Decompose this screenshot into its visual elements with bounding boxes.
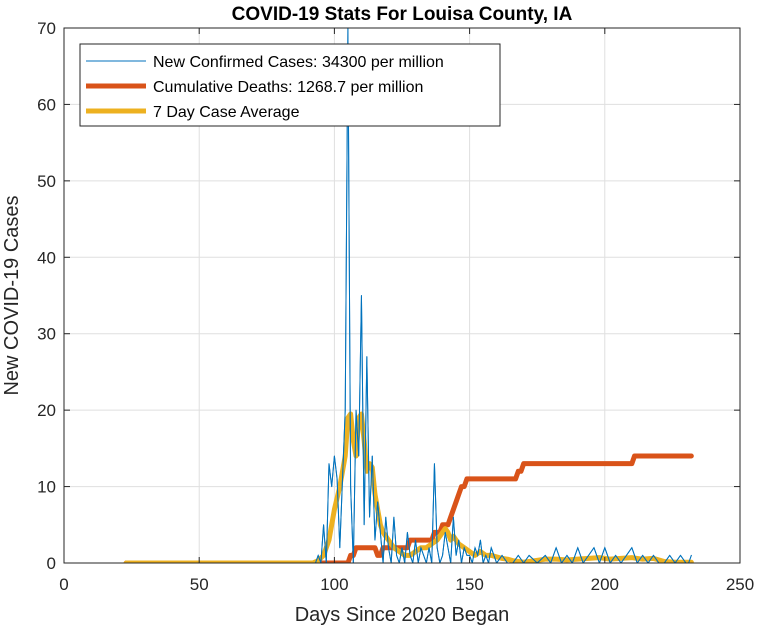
x-tick-label: 0 bbox=[59, 575, 68, 594]
legend-entry-1: Cumulative Deaths: 1268.7 per million bbox=[153, 79, 423, 96]
y-axis-label: New COVID-19 Cases bbox=[1, 195, 23, 395]
plot-frame bbox=[63, 27, 741, 564]
legend-entry-2: 7 Day Case Average bbox=[153, 104, 300, 121]
chart-title: COVID-19 Stats For Louisa County, IA bbox=[232, 4, 573, 25]
x-axis-label: Days Since 2020 Began bbox=[295, 604, 510, 626]
y-tick-label: 40 bbox=[37, 248, 56, 267]
y-tick-label: 50 bbox=[37, 172, 56, 191]
y-tick-label: 10 bbox=[37, 478, 56, 497]
legend-entry-0: New Confirmed Cases: 34300 per million bbox=[153, 54, 444, 71]
y-tick-label: 60 bbox=[37, 95, 56, 114]
y-tick-label: 70 bbox=[37, 19, 56, 38]
y-tick-label: 30 bbox=[37, 325, 56, 344]
y-tick-label: 0 bbox=[47, 554, 56, 573]
ticks: 0 50 100 150 200 250 0 10 20 30 40 50 60 70 bbox=[37, 19, 754, 594]
x-tick-label: 100 bbox=[320, 575, 348, 594]
x-tick-label: 200 bbox=[591, 575, 619, 594]
x-tick-label: 50 bbox=[190, 575, 209, 594]
x-tick-label: 250 bbox=[726, 575, 754, 594]
series-line-0-overlay bbox=[126, 28, 692, 563]
series-layer bbox=[123, 28, 694, 563]
series-line-1 bbox=[123, 453, 694, 563]
x-tick-label: 150 bbox=[455, 575, 483, 594]
y-tick-label: 20 bbox=[37, 401, 56, 420]
series-line-2 bbox=[123, 411, 694, 563]
legend: New Confirmed Cases: 34300 per million Cu… bbox=[79, 43, 501, 127]
legend-box bbox=[79, 43, 501, 127]
